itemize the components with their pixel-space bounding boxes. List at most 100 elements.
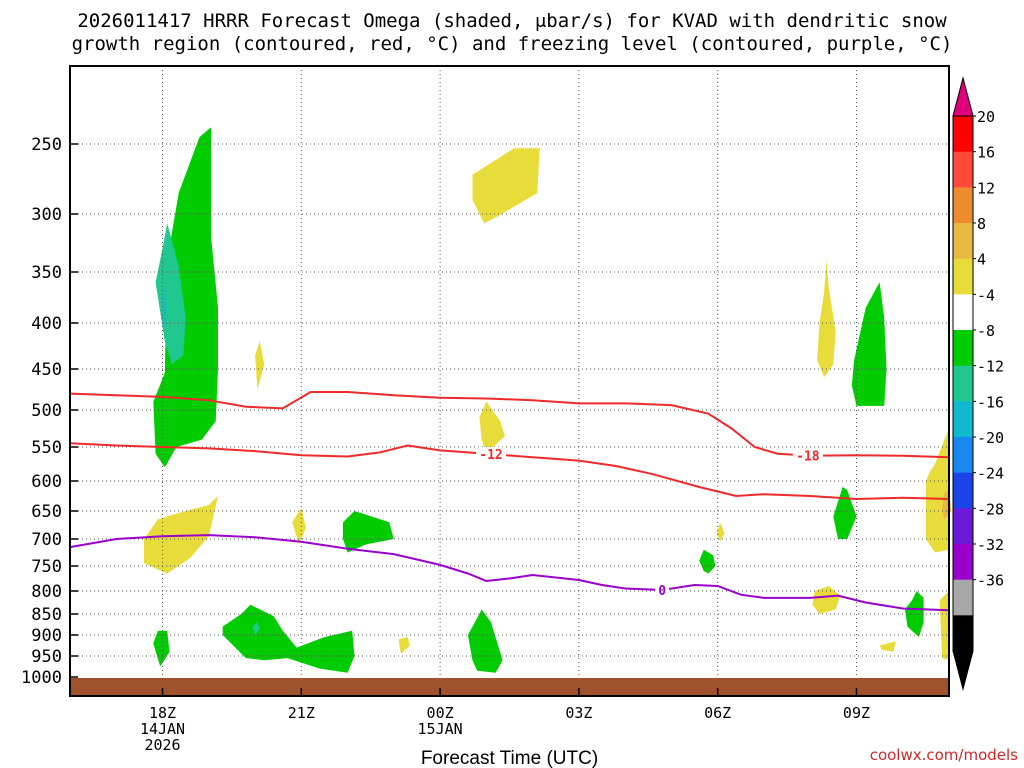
contour-label-bg--12 (475, 447, 506, 462)
colorbar-label--8: -8 (977, 322, 995, 340)
y-tick-label-900: 900 (31, 626, 62, 646)
omega-region-20 (398, 637, 410, 654)
omega-region-4 (472, 148, 540, 224)
colorbar-swatch-5 (953, 258, 973, 295)
colorbar-swatch-9 (953, 401, 973, 438)
colorbar-label-4: 4 (977, 251, 986, 269)
colorbar-swatch-3 (953, 187, 973, 224)
omega-region-11 (716, 522, 725, 542)
contour-line-0 (69, 534, 950, 612)
colorbar-swatch-15 (953, 615, 973, 652)
colorbar-label-12: 12 (977, 179, 995, 197)
plot-frame (69, 65, 950, 697)
x-tick-label-06Z: 06Z (704, 704, 731, 722)
y-tick-label-300: 300 (31, 205, 62, 225)
y-tick-label-750: 750 (31, 557, 62, 577)
colorbar-swatch-2 (953, 151, 973, 188)
y-tick-label-950: 950 (31, 647, 62, 667)
omega-region-15 (925, 428, 949, 553)
omega-region-5 (255, 341, 265, 390)
colorbar-bottom-arrow (952, 650, 974, 691)
colorbar-swatch-4 (953, 223, 973, 260)
y-tick-label-350: 350 (31, 263, 62, 283)
colorbar-swatch-1 (953, 116, 973, 153)
contour-label--12: -12 (479, 448, 502, 463)
chart-title-line-1: 2026011417 HRRR Forecast Omega (shaded, … (77, 10, 947, 32)
x-tick-label-03Z: 03Z (565, 704, 592, 722)
colorbar-label--16: -16 (977, 393, 1004, 411)
colorbar-swatch-14 (953, 579, 973, 616)
x-axis-label: Forecast Time (UTC) (421, 748, 598, 768)
y-tick-label-450: 450 (31, 360, 62, 380)
colorbar-swatch-6 (953, 294, 973, 331)
y-tick-label-550: 550 (31, 438, 62, 458)
colorbar-label--24: -24 (977, 465, 1004, 483)
ground-bar (70, 678, 949, 696)
y-tick-label-700: 700 (31, 530, 62, 550)
y-tick-label-1000: 1000 (21, 668, 62, 688)
colorbar-swatch-13 (953, 544, 973, 581)
contour-line--18 (69, 391, 950, 459)
omega-region-22 (222, 604, 355, 673)
colorbar-swatch-11 (953, 472, 973, 509)
x-tick-label-18Z-line2: 14JAN (140, 720, 185, 738)
colorbar-swatch-7 (953, 330, 973, 367)
colorbar-top-arrow (952, 76, 974, 117)
colorbar-label--32: -32 (977, 536, 1004, 554)
y-tick-label-800: 800 (31, 582, 62, 602)
colorbar-label--36: -36 (977, 572, 1004, 590)
colorbar-label-8: 8 (977, 215, 986, 233)
omega-shading-layer (144, 127, 952, 673)
credit-text: coolwx.com/models (869, 746, 1018, 764)
omega-region-23 (252, 622, 260, 635)
y-tick-label-850: 850 (31, 605, 62, 625)
omega-region-19 (939, 591, 949, 661)
omega-region-24 (467, 609, 503, 673)
omega-region-8 (292, 508, 306, 545)
omega-region-18 (879, 641, 896, 652)
omega-region-2 (155, 223, 186, 365)
omega-region-3 (163, 287, 167, 328)
colorbar-label--20: -20 (977, 429, 1004, 447)
x-tick-label-00Z-line2: 15JAN (418, 720, 463, 738)
y-tick-label-600: 600 (31, 472, 62, 492)
colorbar-label-20: 20 (977, 108, 995, 126)
contour-label-bg-0 (655, 583, 670, 597)
colorbar-swatch-8 (953, 365, 973, 402)
omega-region-10 (699, 549, 716, 574)
omega-region-21 (153, 630, 170, 667)
x-tick-label-18Z: 18Z (149, 704, 176, 722)
omega-region-1 (153, 127, 218, 468)
x-tick-label-21Z: 21Z (288, 704, 315, 722)
chart-title-line-2: growth region (contoured, red, °C) and f… (71, 33, 953, 55)
omega-region-13 (851, 282, 887, 406)
x-tick-label-18Z-line3: 2026 (144, 736, 180, 754)
colorbar: 20 16 12 8 4 -4 -8 -12 -16 -20 -24 -28 -32 -36 (952, 76, 1004, 691)
omega-region-9 (343, 511, 394, 553)
contour-label-0: 0 (658, 584, 666, 599)
omega-region-14 (833, 487, 857, 539)
y-tick-label-500: 500 (31, 401, 62, 421)
colorbar-label--12: -12 (977, 358, 1004, 376)
omega-region-17 (812, 586, 841, 614)
colorbar-swatch-10 (953, 437, 973, 474)
omega-region-12 (817, 260, 836, 378)
x-tick-label-09Z: 09Z (843, 704, 870, 722)
contour-layer: -18 -12 0 (69, 391, 950, 612)
y-tick-label-650: 650 (31, 502, 62, 522)
y-tick-label-400: 400 (31, 314, 62, 334)
colorbar-label--28: -28 (977, 500, 1004, 518)
colorbar-swatch-12 (953, 508, 973, 545)
contour-label--18: -18 (796, 450, 820, 465)
grid-layer (70, 66, 949, 696)
x-tick-label-00Z: 00Z (427, 704, 454, 722)
contour-label-bg--18 (792, 448, 823, 463)
y-tick-label-250: 250 (31, 135, 62, 155)
contour-line--12 (69, 442, 950, 501)
colorbar-label-16: 16 (977, 144, 995, 162)
omega-region-6 (479, 401, 505, 454)
colorbar-label--4: -4 (977, 286, 995, 304)
y-axis: 2503003504004505005506006507007508008509… (21, 135, 78, 688)
